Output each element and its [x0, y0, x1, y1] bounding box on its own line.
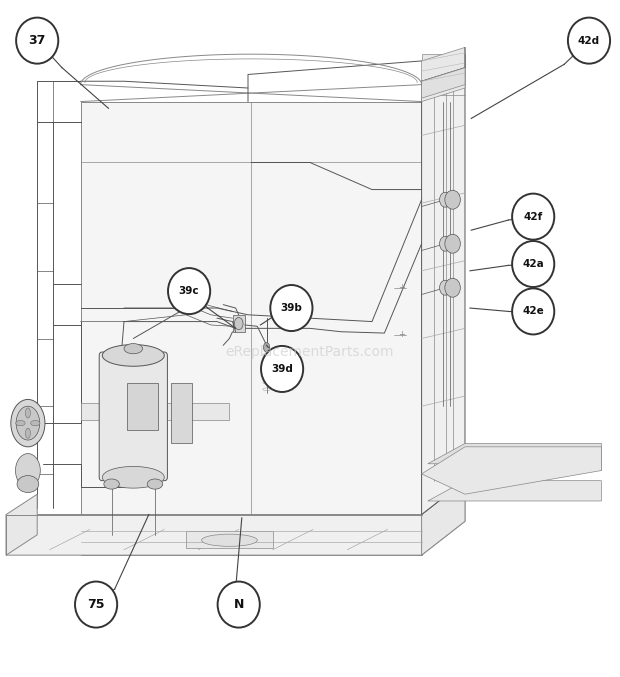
Text: N: N: [234, 598, 244, 611]
Polygon shape: [81, 403, 229, 420]
Ellipse shape: [25, 429, 30, 439]
Ellipse shape: [17, 475, 38, 493]
Ellipse shape: [440, 192, 451, 207]
Circle shape: [512, 194, 554, 240]
Text: 39d: 39d: [271, 364, 293, 374]
Circle shape: [75, 582, 117, 628]
FancyBboxPatch shape: [99, 352, 167, 481]
Ellipse shape: [30, 420, 40, 426]
Text: 42e: 42e: [522, 307, 544, 316]
Polygon shape: [428, 481, 601, 501]
Ellipse shape: [445, 278, 460, 297]
Ellipse shape: [445, 234, 460, 253]
Circle shape: [568, 18, 610, 64]
Ellipse shape: [102, 345, 164, 366]
Ellipse shape: [16, 406, 40, 440]
Ellipse shape: [264, 343, 270, 352]
Ellipse shape: [11, 399, 45, 447]
Text: 39c: 39c: [179, 286, 200, 296]
Polygon shape: [232, 315, 245, 332]
Ellipse shape: [148, 479, 162, 489]
Ellipse shape: [16, 420, 25, 426]
Text: 39b: 39b: [280, 303, 303, 313]
Ellipse shape: [202, 534, 257, 546]
Text: 75: 75: [87, 598, 105, 611]
Text: +: +: [398, 330, 405, 339]
Polygon shape: [422, 481, 465, 555]
Circle shape: [168, 268, 210, 314]
Ellipse shape: [440, 280, 451, 295]
Ellipse shape: [104, 479, 119, 489]
Polygon shape: [422, 81, 465, 515]
Text: 37: 37: [29, 34, 46, 47]
Polygon shape: [422, 68, 465, 98]
Ellipse shape: [124, 344, 143, 354]
Ellipse shape: [445, 190, 460, 209]
Circle shape: [261, 346, 303, 392]
Polygon shape: [6, 481, 465, 555]
Polygon shape: [6, 494, 37, 555]
Polygon shape: [422, 47, 465, 102]
Circle shape: [270, 285, 312, 331]
Text: 42a: 42a: [522, 259, 544, 269]
Circle shape: [218, 582, 260, 628]
Polygon shape: [186, 531, 273, 548]
Polygon shape: [422, 54, 465, 81]
Polygon shape: [127, 383, 158, 430]
Ellipse shape: [234, 318, 243, 330]
Text: +: +: [398, 282, 405, 292]
Text: 42f: 42f: [523, 212, 543, 221]
Text: eReplacementParts.com: eReplacementParts.com: [226, 345, 394, 359]
Ellipse shape: [25, 408, 30, 418]
Polygon shape: [170, 383, 192, 443]
Polygon shape: [422, 447, 601, 494]
Polygon shape: [428, 443, 601, 464]
Circle shape: [16, 18, 58, 64]
Circle shape: [512, 241, 554, 287]
Ellipse shape: [440, 236, 451, 251]
Polygon shape: [81, 102, 422, 555]
Ellipse shape: [16, 454, 40, 487]
Text: 42d: 42d: [578, 36, 600, 45]
Ellipse shape: [102, 466, 164, 488]
Polygon shape: [428, 450, 601, 471]
Circle shape: [512, 288, 554, 334]
